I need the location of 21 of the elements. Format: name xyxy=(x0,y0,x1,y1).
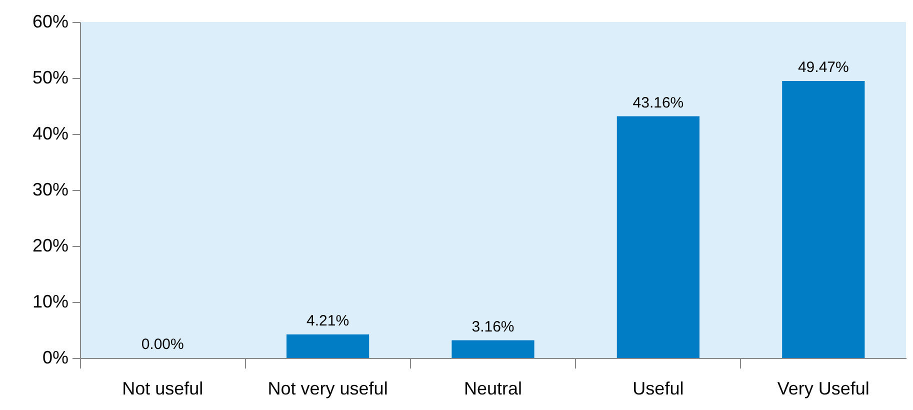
y-tick-label: 30% xyxy=(32,180,68,200)
x-tick-label: Not very useful xyxy=(268,378,388,398)
bar xyxy=(616,116,700,358)
bar xyxy=(782,80,865,358)
x-tick-label: Very Useful xyxy=(777,378,870,398)
x-tick-label: Neutral xyxy=(464,378,522,398)
data-label: 4.21% xyxy=(306,312,350,330)
x-tick-label: Useful xyxy=(632,378,684,398)
bar xyxy=(286,334,370,358)
x-tick-label: Not useful xyxy=(122,378,204,398)
data-label: 43.16% xyxy=(632,94,684,112)
bar xyxy=(452,340,534,358)
y-tick-label: 20% xyxy=(32,236,68,256)
y-tick-label: 40% xyxy=(32,124,68,144)
y-tick-label: 10% xyxy=(32,292,68,312)
data-label: 49.47% xyxy=(798,58,849,76)
y-tick-label: 60% xyxy=(32,12,68,32)
y-tick-label: 0% xyxy=(42,348,68,368)
y-tick-label: 50% xyxy=(32,68,68,88)
data-label: 0.00% xyxy=(141,336,184,353)
data-label: 3.16% xyxy=(472,318,514,336)
